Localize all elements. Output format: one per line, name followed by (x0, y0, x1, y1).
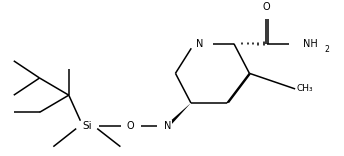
Text: N: N (164, 121, 172, 131)
Text: O: O (127, 121, 135, 131)
Text: 2: 2 (324, 45, 329, 54)
Text: N: N (196, 39, 203, 49)
Text: Si: Si (82, 121, 92, 131)
Text: CH₃: CH₃ (297, 84, 313, 93)
Text: O: O (263, 2, 270, 12)
Polygon shape (166, 103, 191, 126)
Text: NH: NH (303, 39, 318, 49)
